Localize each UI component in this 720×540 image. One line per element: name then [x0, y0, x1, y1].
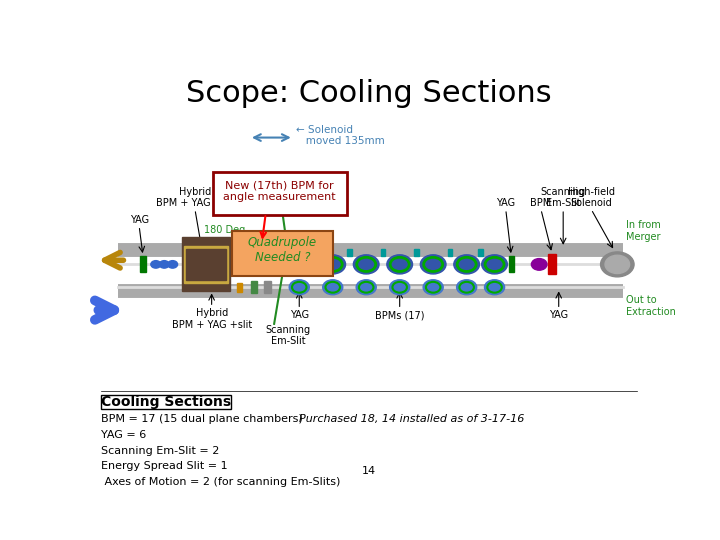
Circle shape — [454, 255, 480, 274]
Circle shape — [420, 255, 446, 274]
Circle shape — [456, 280, 477, 295]
Text: Out to
Extraction: Out to Extraction — [626, 295, 675, 317]
Text: New (17th) BPM for
angle measurement: New (17th) BPM for angle measurement — [223, 181, 336, 202]
Bar — [508, 256, 514, 272]
Circle shape — [150, 261, 161, 268]
Text: 14: 14 — [362, 467, 376, 476]
Text: YAG: YAG — [130, 215, 148, 225]
Bar — [140, 256, 145, 272]
Circle shape — [390, 280, 410, 295]
Text: BPM: BPM — [530, 198, 552, 208]
Circle shape — [531, 259, 547, 270]
Bar — [381, 249, 385, 256]
Text: YAG: YAG — [289, 310, 309, 320]
Text: Scanning Em-Slit = 2: Scanning Em-Slit = 2 — [101, 446, 220, 456]
Text: BPM = 17 (15 dual plane chambers): BPM = 17 (15 dual plane chambers) — [101, 414, 303, 424]
Circle shape — [605, 255, 629, 274]
Circle shape — [387, 255, 413, 274]
FancyBboxPatch shape — [213, 172, 347, 215]
Bar — [478, 249, 483, 256]
Text: 180 Deg
Dipole: 180 Deg Dipole — [204, 225, 246, 247]
Text: Cooling Sections: Cooling Sections — [101, 395, 231, 409]
Bar — [279, 249, 283, 256]
Bar — [414, 249, 418, 256]
Text: Axes of Motion = 2 (for scanning Em-Slits): Axes of Motion = 2 (for scanning Em-Slit… — [101, 477, 341, 487]
Text: Quadrupole
Needed ?: Quadrupole Needed ? — [248, 236, 317, 264]
Text: Hybrid
BPM + YAG +slit: Hybrid BPM + YAG +slit — [171, 308, 252, 329]
Circle shape — [423, 280, 444, 295]
Bar — [264, 281, 271, 293]
Circle shape — [356, 280, 377, 295]
Circle shape — [287, 255, 312, 274]
Text: YAG: YAG — [549, 310, 568, 320]
Text: In from
Merger: In from Merger — [626, 220, 660, 242]
Text: Scanning
Em-Slit: Scanning Em-Slit — [266, 325, 310, 346]
Bar — [184, 246, 228, 283]
Text: BPMs (17): BPMs (17) — [375, 310, 425, 320]
Text: YAG = 6: YAG = 6 — [101, 430, 146, 440]
Text: Hybrid
BPM + YAG +Slt: Hybrid BPM + YAG +Slt — [156, 187, 234, 208]
Bar — [448, 249, 452, 256]
Circle shape — [354, 255, 379, 274]
Text: Scanning
Em-Slit: Scanning Em-Slit — [541, 187, 586, 208]
Circle shape — [289, 280, 310, 295]
Circle shape — [320, 255, 346, 274]
Bar — [347, 249, 351, 256]
Bar — [186, 248, 225, 280]
FancyBboxPatch shape — [233, 231, 333, 276]
Text: Purchased 18, 14 installed as of 3-17-16: Purchased 18, 14 installed as of 3-17-16 — [300, 414, 525, 424]
Bar — [250, 254, 258, 274]
Bar — [251, 281, 258, 294]
Bar — [237, 282, 243, 292]
Bar — [182, 238, 230, 292]
Circle shape — [159, 261, 169, 268]
Text: ← Solenoid
   moved 135mm: ← Solenoid moved 135mm — [297, 125, 385, 146]
Circle shape — [482, 255, 508, 274]
Circle shape — [168, 261, 178, 268]
Circle shape — [600, 252, 634, 277]
Text: Scope: Cooling Sections: Scope: Cooling Sections — [186, 79, 552, 109]
Circle shape — [323, 280, 343, 295]
Circle shape — [485, 280, 505, 295]
Circle shape — [232, 259, 248, 270]
Bar — [314, 249, 318, 256]
Text: Energy Spread Slit = 1: Energy Spread Slit = 1 — [101, 462, 228, 471]
Text: High-field
Solenoid: High-field Solenoid — [567, 187, 615, 208]
Bar — [264, 259, 271, 270]
Text: YAG: YAG — [496, 198, 516, 208]
Bar — [547, 254, 557, 274]
